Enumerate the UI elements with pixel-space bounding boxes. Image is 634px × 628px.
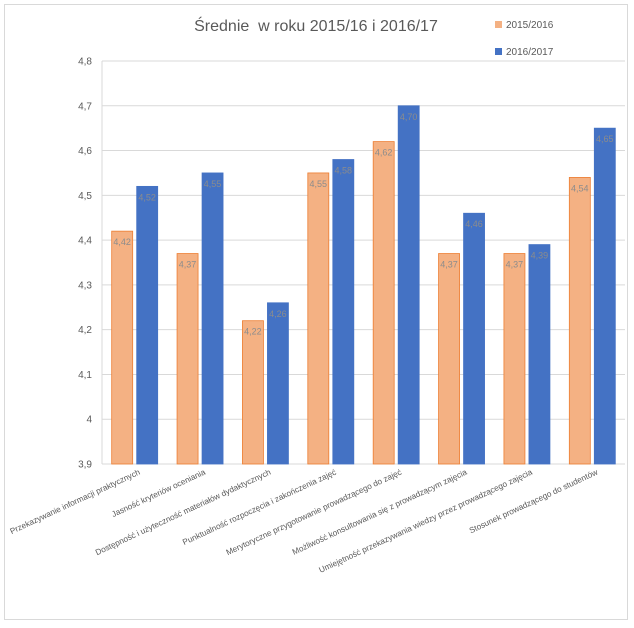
data-label: 4,37 [506, 260, 524, 270]
bar-2015-2016 [242, 320, 264, 465]
y-tick-label: 4,3 [78, 280, 92, 291]
data-label: 4,37 [179, 260, 197, 270]
chart-title: Średnie w roku 2015/16 i 2016/17 [194, 16, 438, 35]
data-label: 4,22 [244, 327, 262, 337]
data-label: 4,70 [400, 112, 418, 122]
x-category-label: Przekazywanie informacji praktycznych [9, 467, 142, 536]
bar-2016-2017 [593, 127, 616, 465]
bar-2016-2017 [528, 244, 551, 465]
data-label: 4,55 [310, 179, 328, 189]
data-label: 4,46 [465, 219, 483, 229]
bar-2016-2017 [201, 172, 224, 465]
data-label: 4,42 [113, 237, 131, 247]
legend-label: 2016/2017 [506, 47, 554, 58]
bar-2015-2016 [372, 141, 395, 465]
x-axis-categories: Przekazywanie informacji praktycznychJas… [9, 467, 600, 574]
data-label: 4,65 [596, 134, 614, 144]
data-label: 4,37 [440, 260, 458, 270]
data-label: 4,26 [269, 309, 287, 319]
data-label: 4,54 [571, 183, 589, 193]
y-tick-label: 4,7 [78, 101, 92, 112]
bar-2015-2016 [307, 172, 330, 465]
y-tick-label: 4,5 [78, 191, 92, 202]
data-label: 4,58 [335, 166, 353, 176]
y-tick-label: 4,2 [78, 325, 92, 336]
bars [111, 105, 616, 465]
data-labels: 4,42 4,52 4,37 4,55 4,22 4,26 4,55 4,58 4,62 4,70… [113, 112, 613, 337]
data-label: 4,39 [531, 251, 549, 261]
legend: 2015/2016 2016/2017 [495, 20, 554, 58]
bar-2015-2016 [176, 253, 199, 465]
bar-2016-2017 [397, 105, 420, 465]
bar-2016-2017 [136, 185, 159, 465]
bar-2016-2017 [332, 159, 355, 465]
data-label: 4,55 [204, 179, 222, 189]
x-category-label: Stosunek prowadzącego do studentów [468, 468, 599, 536]
bar-2015-2016 [111, 230, 134, 465]
bar-2015-2016 [438, 253, 460, 465]
y-tick-label: 3,9 [78, 460, 92, 471]
y-axis-ticks: 3,9 4 4,1 4,2 4,3 4,4 4,5 4,6 4,7 4,8 [78, 57, 92, 471]
y-tick-label: 4,1 [78, 370, 92, 381]
data-label: 4,52 [138, 192, 156, 202]
bar-2016-2017 [463, 212, 485, 465]
legend-label: 2015/2016 [506, 20, 554, 31]
data-label: 4,62 [375, 148, 393, 158]
bar-2015-2016 [568, 177, 591, 465]
y-tick-label: 4,4 [78, 236, 92, 247]
y-tick-label: 4,6 [78, 146, 92, 157]
y-tick-label: 4 [86, 415, 92, 426]
legend-swatch [495, 48, 502, 55]
y-tick-label: 4,8 [78, 57, 92, 68]
bar-2016-2017 [267, 302, 289, 465]
bar-2015-2016 [503, 253, 526, 465]
legend-swatch [495, 21, 502, 28]
